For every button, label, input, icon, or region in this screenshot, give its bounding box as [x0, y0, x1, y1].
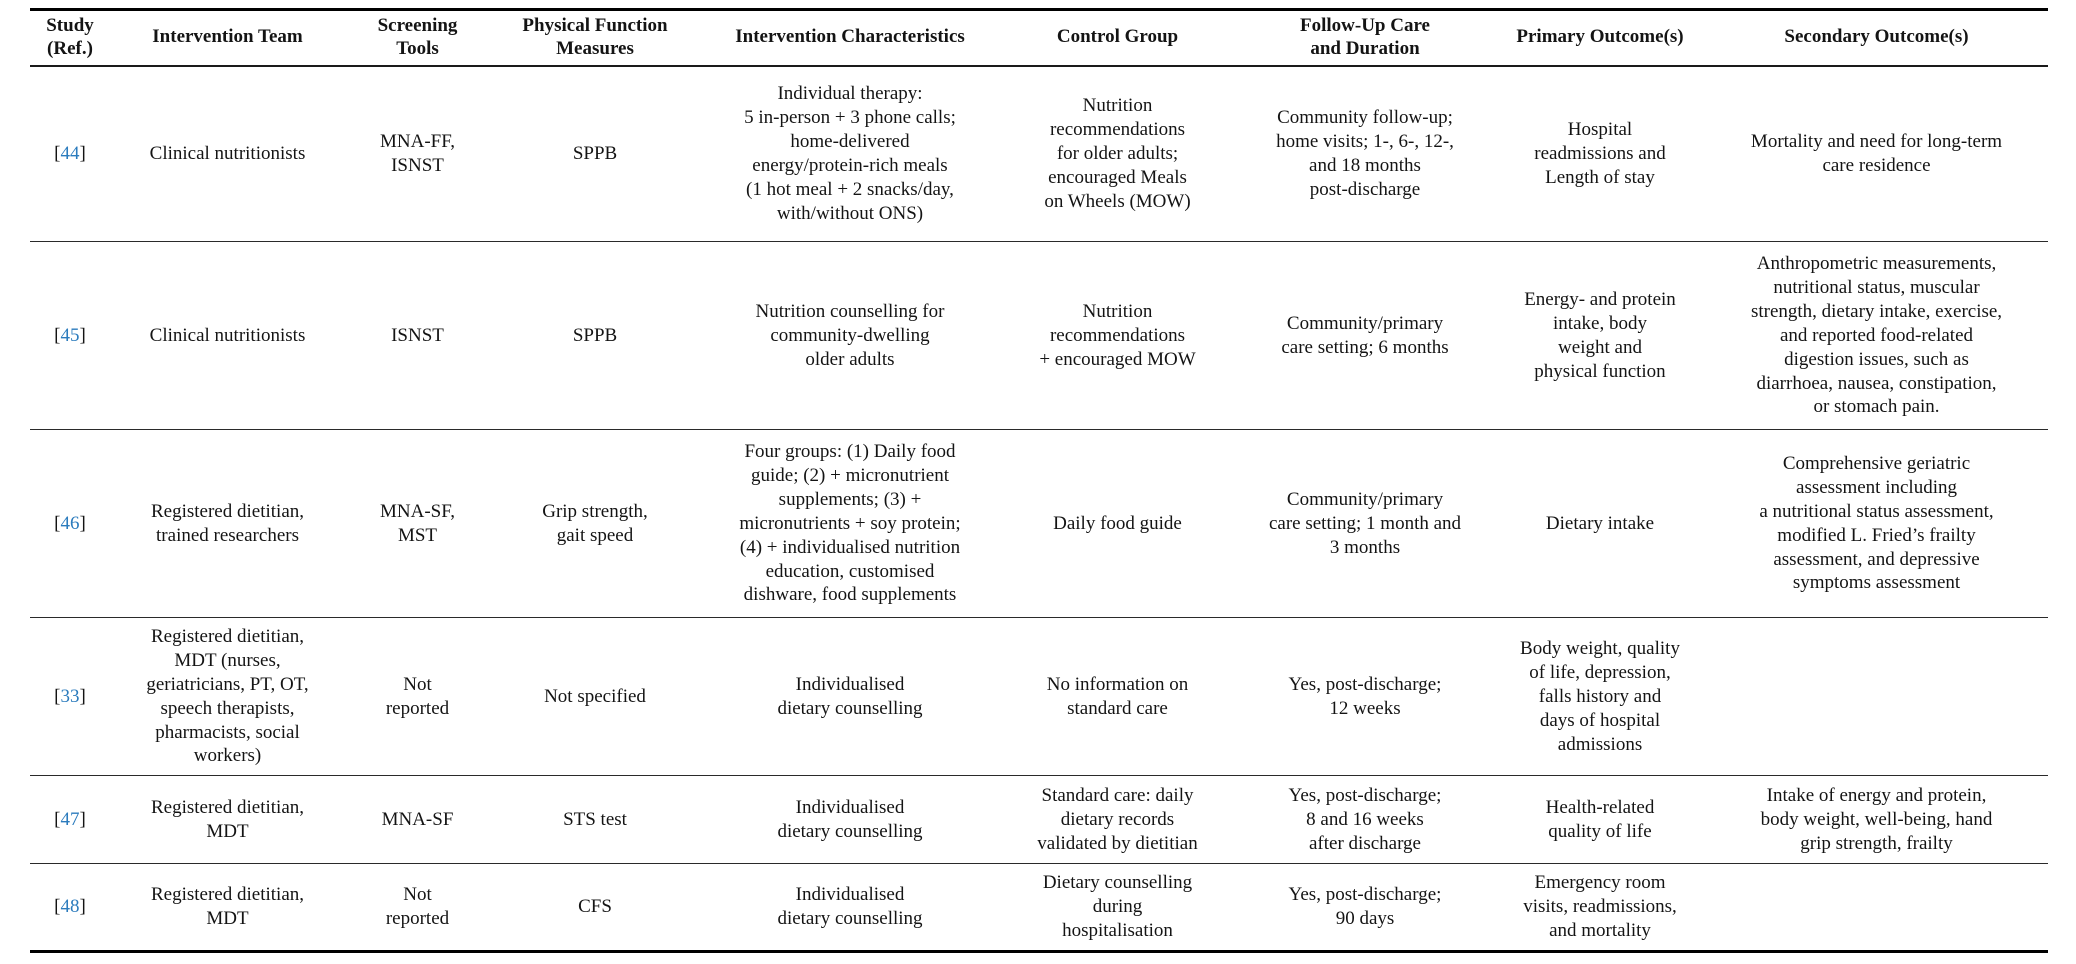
cell-follow-up-care: Community/primary care setting; 6 months [1235, 241, 1495, 431]
cell-primary-outcomes: Energy- and protein intake, body weight … [1495, 241, 1705, 431]
cell-follow-up-care: Yes, post-discharge; 12 weeks [1235, 617, 1495, 777]
column-header-study-ref: Study (Ref.) [30, 9, 110, 67]
cell-secondary-outcomes [1705, 617, 2048, 777]
ref-bracket-open: [ [54, 142, 61, 164]
cell-secondary-outcomes: Comprehensive geriatric assessment inclu… [1705, 429, 2048, 619]
cell-physical-function-measures: Not specified [490, 617, 700, 777]
citation-link[interactable]: 46 [60, 512, 80, 534]
column-header-secondary-outcomes: Secondary Outcome(s) [1705, 9, 2048, 67]
cell-screening-tools: MNA-SF [345, 775, 490, 865]
cell-screening-tools: Not reported [345, 617, 490, 777]
cell-intervention-team: Registered dietitian, trained researcher… [110, 429, 345, 619]
cell-study-ref: [48] [30, 864, 110, 952]
cell-control-group: Standard care: daily dietary records val… [1000, 775, 1235, 865]
ref-bracket-close: ] [79, 896, 86, 918]
table-row: [44] Clinical nutritionists MNA-FF, ISNS… [30, 65, 2048, 243]
citation-link[interactable]: 45 [60, 324, 80, 346]
cell-primary-outcomes: Hospital readmissions and Length of stay [1495, 65, 1705, 243]
cell-intervention-characteristics: Individual therapy: 5 in-person + 3 phon… [700, 65, 1000, 243]
cell-primary-outcomes: Dietary intake [1495, 429, 1705, 619]
cell-secondary-outcomes: Intake of energy and protein, body weigh… [1705, 775, 2048, 865]
cell-secondary-outcomes: Mortality and need for long-term care re… [1705, 65, 2048, 243]
ref-bracket-close: ] [79, 324, 86, 346]
studies-table: Study (Ref.) Intervention Team Screening… [30, 8, 2048, 954]
cell-control-group: Nutrition recommendations + encouraged M… [1000, 241, 1235, 431]
cell-intervention-characteristics: Individualised dietary counselling [700, 775, 1000, 865]
cell-intervention-characteristics: Individualised dietary counselling [700, 617, 1000, 777]
ref-bracket-open: [ [54, 896, 61, 918]
ref-bracket-close: ] [79, 142, 86, 164]
cell-follow-up-care: Yes, post-discharge; 90 days [1288, 884, 1442, 930]
cell-follow-up-care: Community follow-up; home visits; 1-, 6-… [1235, 65, 1495, 243]
citation-link[interactable]: 33 [60, 685, 80, 707]
ref-bracket-close: ] [79, 512, 86, 534]
cell-study-ref: [33] [30, 617, 110, 777]
column-header-physical-function-measures: Physical Function Measures [490, 9, 700, 67]
ref-bracket-open: [ [54, 512, 61, 534]
cell-study-ref: [44] [30, 65, 110, 243]
citation-link[interactable]: 47 [60, 808, 80, 830]
ref-bracket-open: [ [54, 808, 61, 830]
cell-intervention-characteristics: Nutrition counselling for community-dwel… [700, 241, 1000, 431]
cell-control-group: No information on standard care [1000, 617, 1235, 777]
cell-physical-function-measures: SPPB [490, 65, 700, 243]
cell-intervention-team: Registered dietitian, MDT [150, 884, 304, 930]
cell-screening-tools: ISNST [345, 241, 490, 431]
column-header-intervention-team: Intervention Team [110, 9, 345, 67]
table-row: [46] Registered dietitian, trained resea… [30, 429, 2048, 619]
cell-primary-outcomes: Health-related quality of life [1495, 775, 1705, 865]
cell-study-ref: [47] [30, 775, 110, 865]
cell-intervention-team: Clinical nutritionists [110, 241, 345, 431]
table-row: [48] Registered dietitian, MDT Not repor… [30, 864, 2048, 952]
table-row: [47] Registered dietitian, MDT MNA-SF ST… [30, 775, 2048, 865]
cell-physical-function-measures: CFS [578, 896, 612, 918]
column-header-control-group: Control Group [1000, 9, 1235, 67]
ref-bracket-open: [ [54, 685, 61, 707]
cell-intervention-characteristics: Four groups: (1) Daily food guide; (2) +… [700, 429, 1000, 619]
table-row: [33] Registered dietitian, MDT (nurses, … [30, 617, 2048, 777]
cell-secondary-outcomes: Anthropometric measurements, nutritional… [1705, 241, 2048, 431]
column-header-follow-up-care: Follow-Up Care and Duration [1235, 9, 1495, 67]
cell-study-ref: [45] [30, 241, 110, 431]
cell-secondary-outcomes [1705, 864, 2048, 952]
cell-primary-outcomes: Body weight, quality of life, depression… [1495, 617, 1705, 777]
cell-control-group: Daily food guide [1000, 429, 1235, 619]
cell-follow-up-care: Community/primary care setting; 1 month … [1235, 429, 1495, 619]
cell-intervention-characteristics: Individualised dietary counselling [777, 884, 923, 930]
cell-physical-function-measures: Grip strength, gait speed [490, 429, 700, 619]
cell-control-group: Nutrition recommendations for older adul… [1000, 65, 1235, 243]
column-header-screening-tools: Screening Tools [345, 9, 490, 67]
ref-bracket-close: ] [79, 685, 86, 707]
cell-follow-up-care: Yes, post-discharge; 8 and 16 weeks afte… [1235, 775, 1495, 865]
cell-physical-function-measures: STS test [490, 775, 700, 865]
citation-link[interactable]: 48 [60, 896, 80, 918]
cell-intervention-team: Registered dietitian, MDT [110, 775, 345, 865]
ref-bracket-close: ] [79, 808, 86, 830]
cell-study-ref: [46] [30, 429, 110, 619]
table-row: [45] Clinical nutritionists ISNST SPPB N… [30, 241, 2048, 431]
cell-screening-tools: Not reported [385, 884, 450, 930]
cell-physical-function-measures: SPPB [490, 241, 700, 431]
column-header-intervention-characteristics: Intervention Characteristics [700, 9, 1000, 67]
citation-link[interactable]: 44 [60, 142, 80, 164]
cell-primary-outcomes: Emergency room visits, readmissions, and… [1523, 872, 1677, 942]
cell-intervention-team: Clinical nutritionists [110, 65, 345, 243]
cell-control-group: Dietary counselling during hospitalisati… [1042, 872, 1193, 942]
cell-intervention-team: Registered dietitian, MDT (nurses, geria… [110, 617, 345, 777]
cell-screening-tools: MNA-SF, MST [345, 429, 490, 619]
header-row: Study (Ref.) Intervention Team Screening… [30, 9, 2048, 67]
ref-bracket-open: [ [54, 324, 61, 346]
cell-screening-tools: MNA-FF, ISNST [345, 65, 490, 243]
column-header-primary-outcomes: Primary Outcome(s) [1495, 9, 1705, 67]
